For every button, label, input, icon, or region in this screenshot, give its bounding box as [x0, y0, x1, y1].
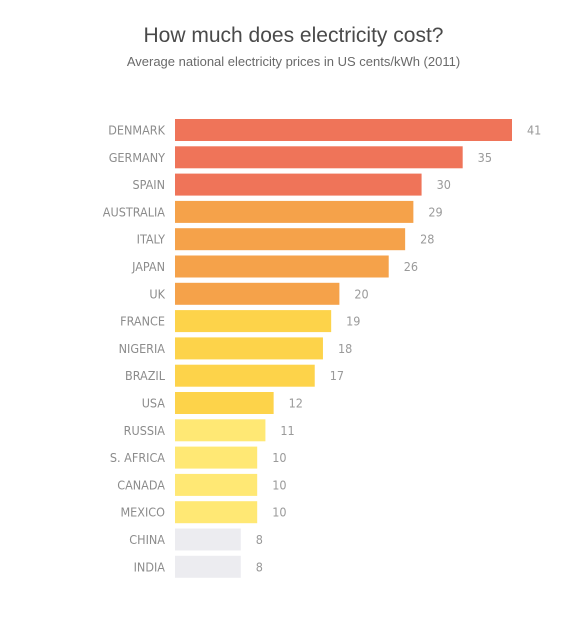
category-label-france: FRANCE: [120, 314, 165, 329]
category-label-china: CHINA: [129, 532, 165, 547]
category-label-italy: ITALY: [137, 232, 166, 247]
value-label-germany: 35: [478, 150, 492, 165]
bar-canada: [175, 473, 258, 496]
category-label-india: INDIA: [134, 559, 166, 574]
category-label-s-africa: S. AFRICA: [110, 450, 165, 465]
value-label-canada: 10: [272, 477, 286, 492]
value-label-china: 8: [256, 532, 263, 547]
value-label-australia: 29: [428, 204, 442, 219]
category-label-nigeria: NIGERIA: [119, 341, 166, 356]
value-label-mexico: 10: [272, 505, 286, 520]
bar-spain: [175, 173, 422, 196]
chart-title: How much does electricity cost?: [143, 24, 444, 47]
bar-india: [175, 555, 241, 578]
bar-france: [175, 310, 332, 333]
category-label-australia: AUSTRALIA: [103, 204, 166, 219]
bar-brazil: [175, 364, 315, 387]
value-label-italy: 28: [420, 232, 434, 247]
category-label-russia: RUSSIA: [124, 423, 166, 438]
bar-china: [175, 528, 241, 551]
category-label-japan: JAPAN: [131, 259, 165, 274]
chart-subtitle: Average national electricity prices in U…: [126, 54, 461, 69]
value-label-japan: 26: [404, 259, 418, 274]
category-label-germany: GERMANY: [109, 150, 165, 165]
category-label-spain: SPAIN: [132, 177, 165, 192]
value-label-spain: 30: [437, 177, 451, 192]
value-label-nigeria: 18: [338, 341, 352, 356]
bar-usa: [175, 392, 274, 414]
bar-s-africa: [175, 446, 258, 469]
category-label-usa: USA: [142, 396, 166, 411]
value-label-brazil: 17: [330, 368, 344, 383]
bar-germany: [175, 146, 463, 169]
category-label-denmark: DENMARK: [108, 123, 165, 138]
bar-italy: [175, 228, 406, 251]
value-label-s-africa: 10: [272, 450, 286, 465]
bar-mexico: [175, 501, 258, 524]
value-label-russia: 11: [280, 423, 294, 438]
bar-russia: [175, 419, 266, 442]
category-label-brazil: BRAZIL: [125, 368, 166, 383]
category-label-canada: CANADA: [117, 477, 165, 492]
value-label-india: 8: [256, 559, 263, 574]
value-label-france: 19: [346, 314, 360, 329]
bar-nigeria: [175, 337, 323, 360]
value-label-usa: 12: [289, 396, 303, 411]
bar-denmark: [175, 119, 512, 141]
category-label-mexico: MEXICO: [120, 505, 165, 520]
bar-japan: [175, 255, 389, 278]
bar-australia: [175, 200, 414, 223]
bar-uk: [175, 282, 340, 305]
category-label-uk: UK: [149, 286, 165, 301]
value-label-uk: 20: [354, 286, 368, 301]
value-label-denmark: 41: [527, 123, 541, 138]
